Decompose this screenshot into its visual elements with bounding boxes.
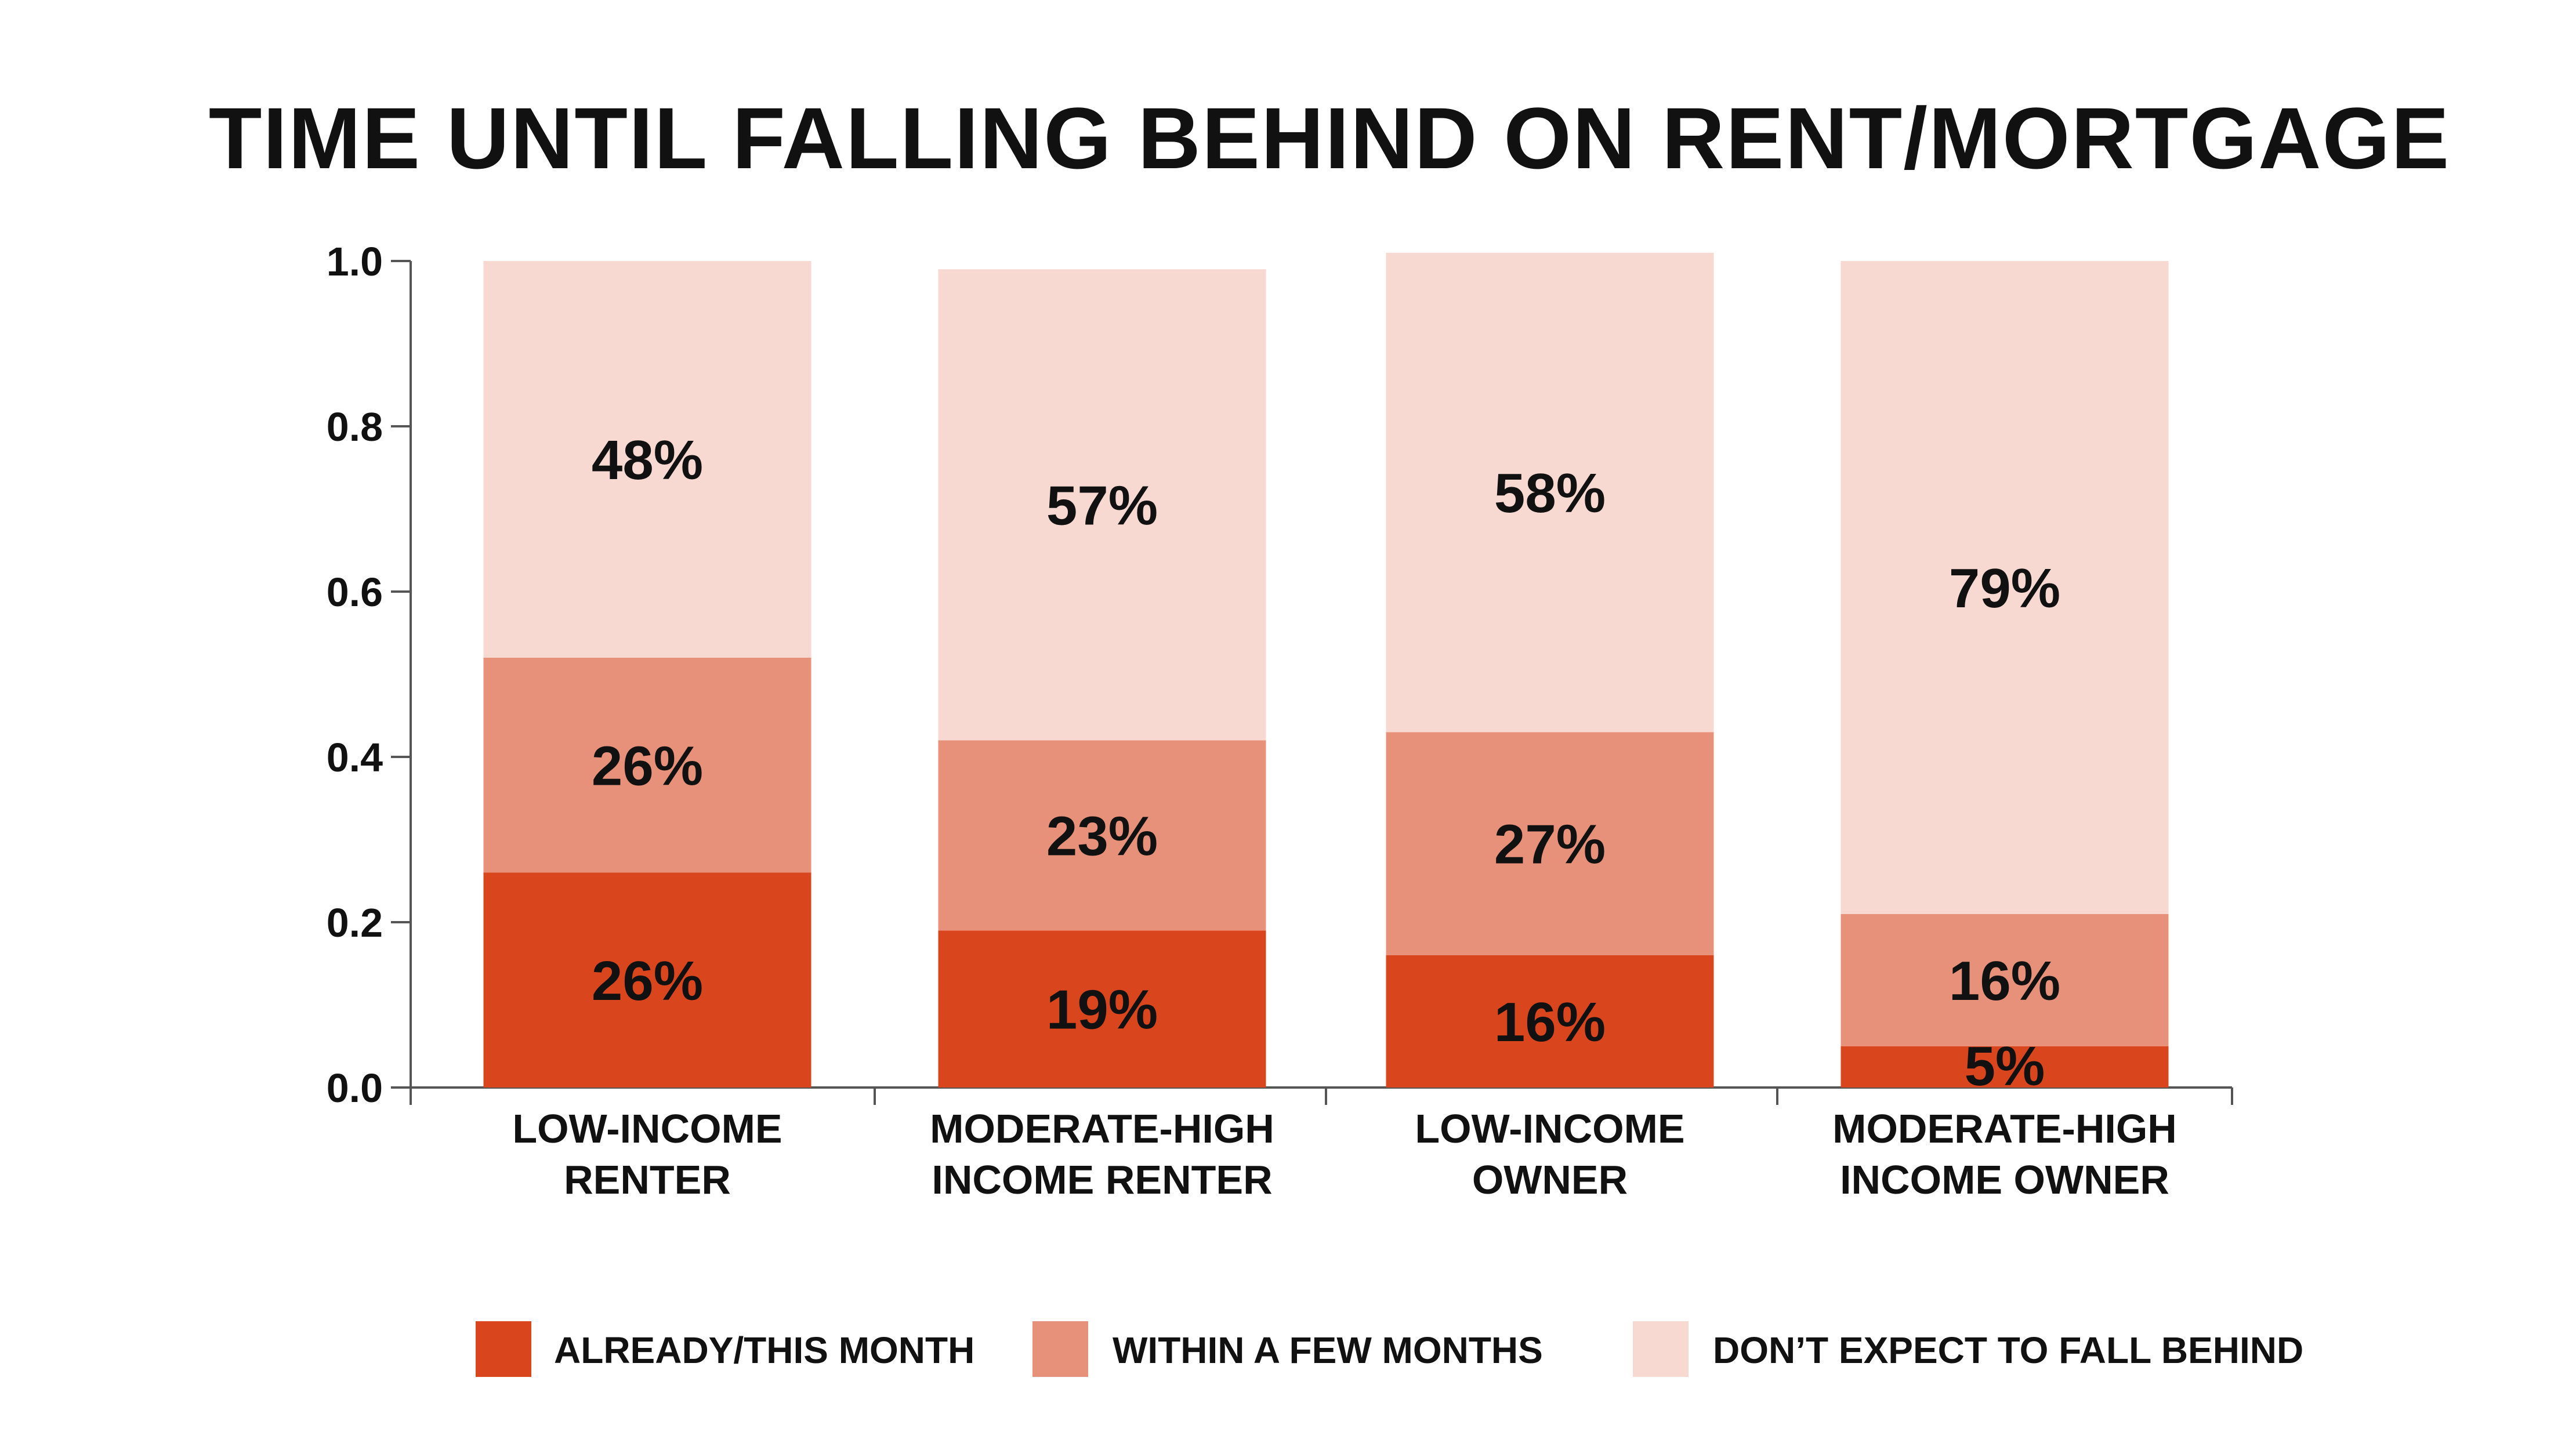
legend-swatch <box>1032 1321 1088 1377</box>
data-label: 58% <box>1494 462 1606 524</box>
data-label: 79% <box>1949 557 2060 619</box>
bar-segment <box>483 872 811 1088</box>
legend-label: WITHIN A FEW MONTHS <box>1113 1329 1543 1371</box>
bar-segment <box>1840 913 2169 1046</box>
x-tick-label: MODERATE-HIGH INCOME OWNER <box>1832 1106 2177 1202</box>
bars <box>483 252 2169 1088</box>
data-label: 57% <box>1046 474 1158 536</box>
y-tick-label: 0.2 <box>327 900 383 945</box>
bar-segment <box>1386 732 1714 955</box>
x-tick-label: LOW-INCOME RENTER <box>512 1106 782 1202</box>
bar-segment <box>1840 261 2169 914</box>
value-labels: 26% 26% 48% 19% 23% 57% 16% 27% 58% 5% 16% 79% <box>592 429 2060 1097</box>
category-labels: LOW-INCOME RENTER MODERATE-HIGH INCOME RENT… <box>512 1106 2176 1202</box>
y-tick-label: 0.0 <box>327 1065 383 1111</box>
data-label: 27% <box>1494 814 1606 876</box>
y-tick-label: 1.0 <box>327 239 383 284</box>
bar-segment <box>483 658 811 873</box>
x-tick-label: MODERATE-HIGH INCOME RENTER <box>930 1106 1274 1202</box>
y-tick-label: 0.6 <box>327 570 383 615</box>
legend-label: DON’T EXPECT TO FALL BEHIND <box>1713 1329 2303 1371</box>
data-label: 26% <box>592 735 703 797</box>
axes: 0.0 0.2 0.4 0.6 0.8 1.0 <box>327 239 2233 1111</box>
y-tick-label: 0.4 <box>327 735 383 780</box>
data-label: 26% <box>592 950 703 1012</box>
chart-title: TIME UNTIL FALLING BEHIND ON RENT/MORTGA… <box>209 89 2450 187</box>
bar-segment <box>938 269 1266 741</box>
bar-segment <box>938 930 1266 1088</box>
data-label: 19% <box>1046 979 1158 1041</box>
legend-label: ALREADY/THIS MONTH <box>554 1329 974 1371</box>
data-label: 16% <box>1494 991 1606 1053</box>
bar-segment <box>1386 252 1714 733</box>
bar-segment <box>483 261 811 658</box>
legend-swatch <box>1633 1321 1689 1377</box>
data-label: 16% <box>1949 950 2060 1012</box>
bar-segment <box>938 740 1266 931</box>
legend-swatch <box>476 1321 531 1377</box>
x-tick-label: LOW-INCOME OWNER <box>1415 1106 1684 1202</box>
data-label: 23% <box>1046 805 1158 867</box>
data-label: 48% <box>592 429 703 491</box>
legend: ALREADY/THIS MONTH WITHIN A FEW MONTHS DON… <box>476 1321 2303 1377</box>
data-label: 5% <box>1965 1035 2045 1097</box>
y-tick-label: 0.8 <box>327 404 383 449</box>
bar-segment <box>1386 955 1714 1088</box>
bar-segment <box>1840 1046 2169 1088</box>
